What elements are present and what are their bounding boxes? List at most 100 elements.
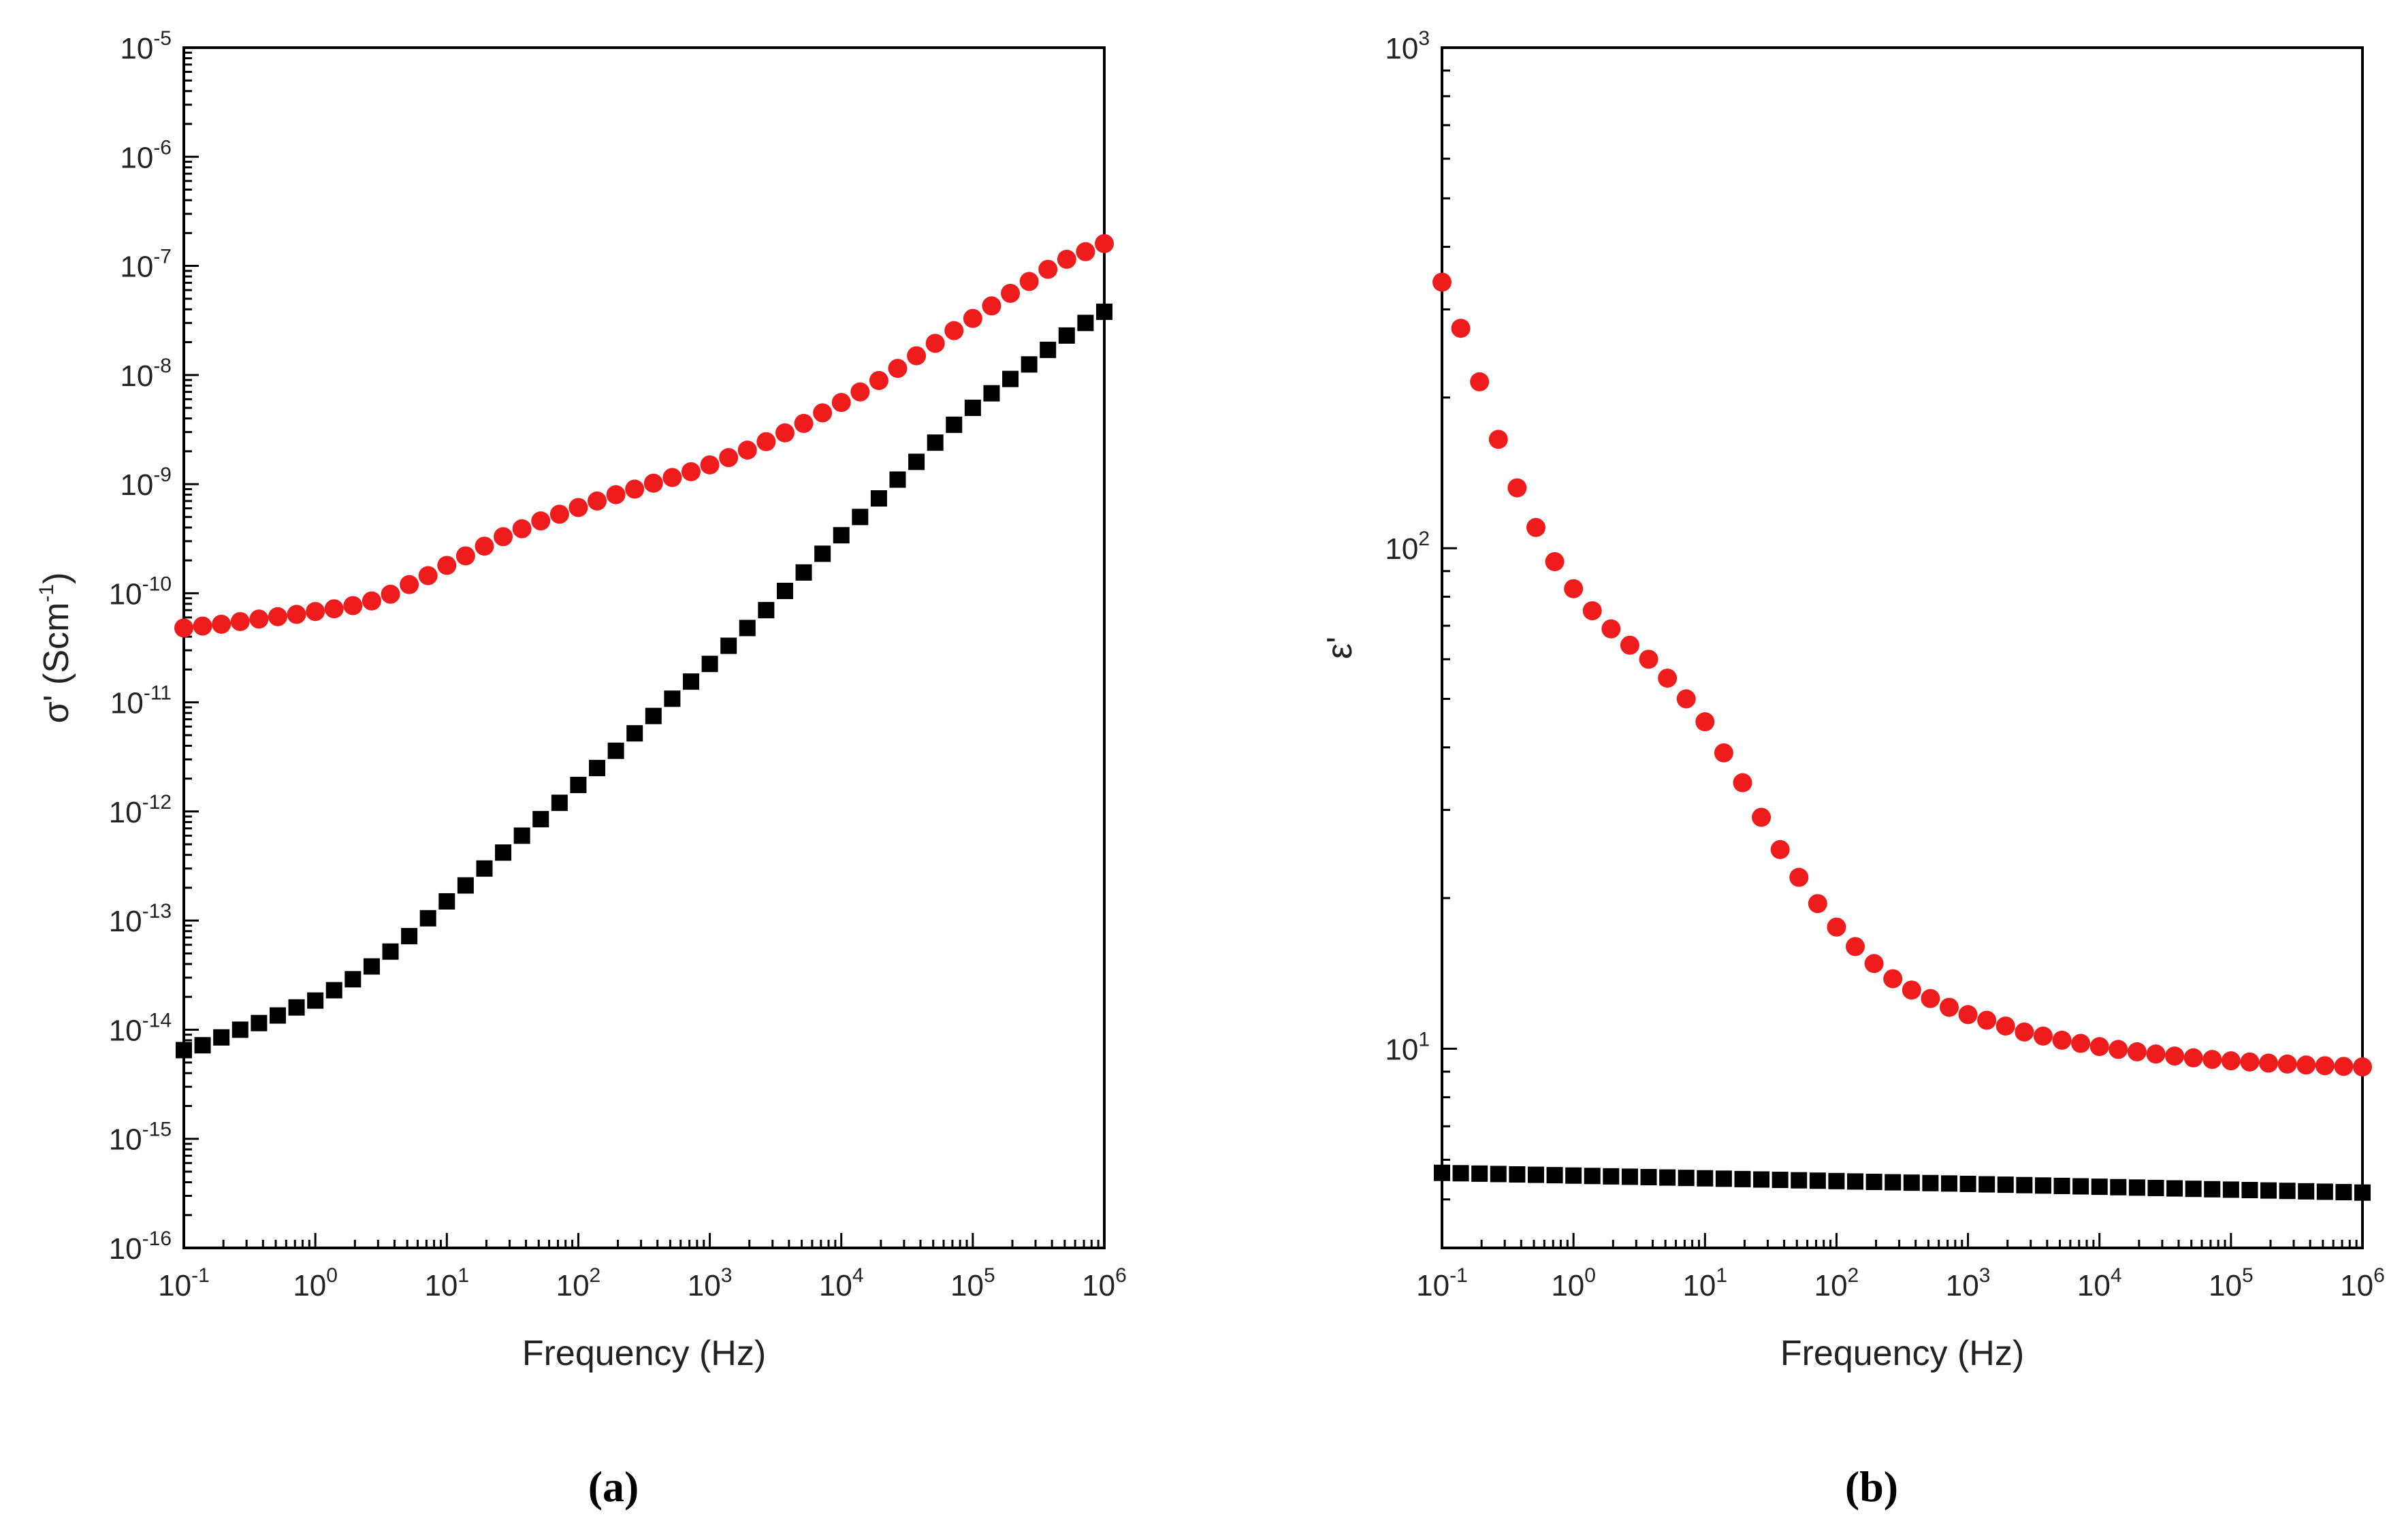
data-point-circle <box>2071 1033 2091 1053</box>
data-point-circle <box>1564 579 1584 598</box>
data-point-square <box>1546 1167 1563 1184</box>
series-square <box>176 303 1112 1059</box>
x-tick-label: 10-1 <box>1416 1264 1468 1302</box>
data-point-circle <box>400 575 419 594</box>
data-point-square <box>2260 1182 2277 1199</box>
data-point-circle <box>2052 1030 2072 1050</box>
data-point-circle <box>1996 1016 2015 1036</box>
data-point-square <box>1621 1168 1638 1185</box>
data-point-circle <box>1432 272 1452 292</box>
data-point-square <box>1734 1170 1751 1187</box>
data-point-circle <box>1507 478 1527 498</box>
data-point-circle <box>1846 937 1865 957</box>
data-point-square <box>626 725 643 742</box>
data-point-circle <box>2165 1046 2185 1066</box>
y-tick-label: 10-6 <box>120 136 172 174</box>
data-point-square <box>551 795 568 812</box>
data-point-square <box>231 1021 249 1038</box>
plot-frame <box>182 46 1106 1249</box>
data-point-circle <box>2183 1048 2203 1068</box>
data-point-circle <box>1488 430 1508 449</box>
data-point-square <box>1697 1170 1714 1187</box>
data-point-square <box>1509 1166 1526 1183</box>
data-point-circle <box>1714 743 1733 763</box>
data-point-circle <box>907 346 927 366</box>
data-point-square <box>213 1029 230 1046</box>
data-point-circle <box>512 519 532 539</box>
data-point-circle <box>324 599 344 619</box>
data-point-circle <box>719 448 739 468</box>
data-point-square <box>1452 1165 1469 1182</box>
data-point-circle <box>1939 997 1959 1017</box>
y-axis-title: σ' (Scm-1) <box>35 573 76 724</box>
data-point-circle <box>700 455 720 475</box>
data-point-square <box>419 910 436 927</box>
x-tick-label: 105 <box>2209 1264 2254 1302</box>
data-point-circle <box>2277 1054 2297 1074</box>
data-point-square <box>758 602 775 619</box>
data-point-circle <box>888 359 908 379</box>
data-point-circle <box>1038 259 1058 279</box>
data-point-circle <box>1019 272 1039 291</box>
data-point-circle <box>2146 1044 2166 1064</box>
data-point-square <box>269 1007 286 1024</box>
data-point-square <box>2222 1181 2239 1198</box>
data-point-circle <box>2221 1051 2241 1071</box>
data-point-square <box>645 707 662 724</box>
data-point-square <box>964 400 981 417</box>
data-point-square <box>1847 1173 1864 1190</box>
data-point-circle <box>2127 1042 2147 1061</box>
data-point-circle <box>174 618 193 638</box>
series-circle <box>174 234 1114 638</box>
data-point-circle <box>1958 1005 1978 1025</box>
data-point-square <box>1527 1166 1544 1183</box>
data-point-square <box>288 999 305 1016</box>
data-point-circle <box>2259 1053 2279 1073</box>
y-tick-label: 102 <box>1385 528 1430 566</box>
data-point-square <box>946 416 963 433</box>
data-point-square <box>2110 1178 2127 1196</box>
data-point-circle <box>381 584 400 604</box>
data-point-square <box>589 760 606 777</box>
data-point-square <box>1791 1172 1808 1189</box>
data-point-square <box>307 992 324 1009</box>
data-point-circle <box>869 370 888 390</box>
data-point-circle <box>794 413 814 433</box>
data-point-square <box>1978 1176 1996 1193</box>
y-tick-label: 10-7 <box>120 246 172 284</box>
y-tick-label: 10-9 <box>120 464 172 502</box>
data-point-circle <box>1921 989 1940 1008</box>
data-point-circle <box>494 527 513 547</box>
data-point-square <box>1584 1168 1601 1185</box>
data-point-circle <box>1827 917 1846 937</box>
data-point-circle <box>831 393 851 413</box>
data-point-square <box>2128 1179 2145 1196</box>
data-point-circle <box>1095 234 1114 253</box>
data-point-circle <box>306 602 325 622</box>
data-point-circle <box>643 473 663 493</box>
data-point-square <box>2204 1181 2221 1198</box>
plot-frame <box>1441 46 2364 1249</box>
x-tick-label: 105 <box>950 1264 995 1302</box>
data-point-square <box>1828 1172 1845 1189</box>
series-circle <box>1432 272 2372 1077</box>
y-tick-label: 10-8 <box>120 355 172 393</box>
data-point-square <box>401 928 418 945</box>
y-tick-label: 101 <box>1385 1028 1430 1066</box>
data-point-circle <box>1770 839 1790 859</box>
data-point-square <box>701 656 718 673</box>
data-point-square <box>2185 1181 2202 1198</box>
data-point-square <box>2147 1179 2164 1196</box>
panel-label: (a) <box>588 1462 639 1511</box>
data-point-circle <box>2334 1057 2354 1076</box>
data-point-circle <box>230 611 250 631</box>
x-tick-label: 102 <box>1814 1264 1859 1302</box>
data-point-square <box>363 958 380 975</box>
data-point-square <box>2335 1184 2352 1201</box>
data-point-circle <box>568 498 588 517</box>
data-point-square <box>1903 1174 1920 1191</box>
data-point-circle <box>1977 1010 1997 1030</box>
series-square <box>1434 1164 2371 1201</box>
data-point-square <box>664 690 681 707</box>
